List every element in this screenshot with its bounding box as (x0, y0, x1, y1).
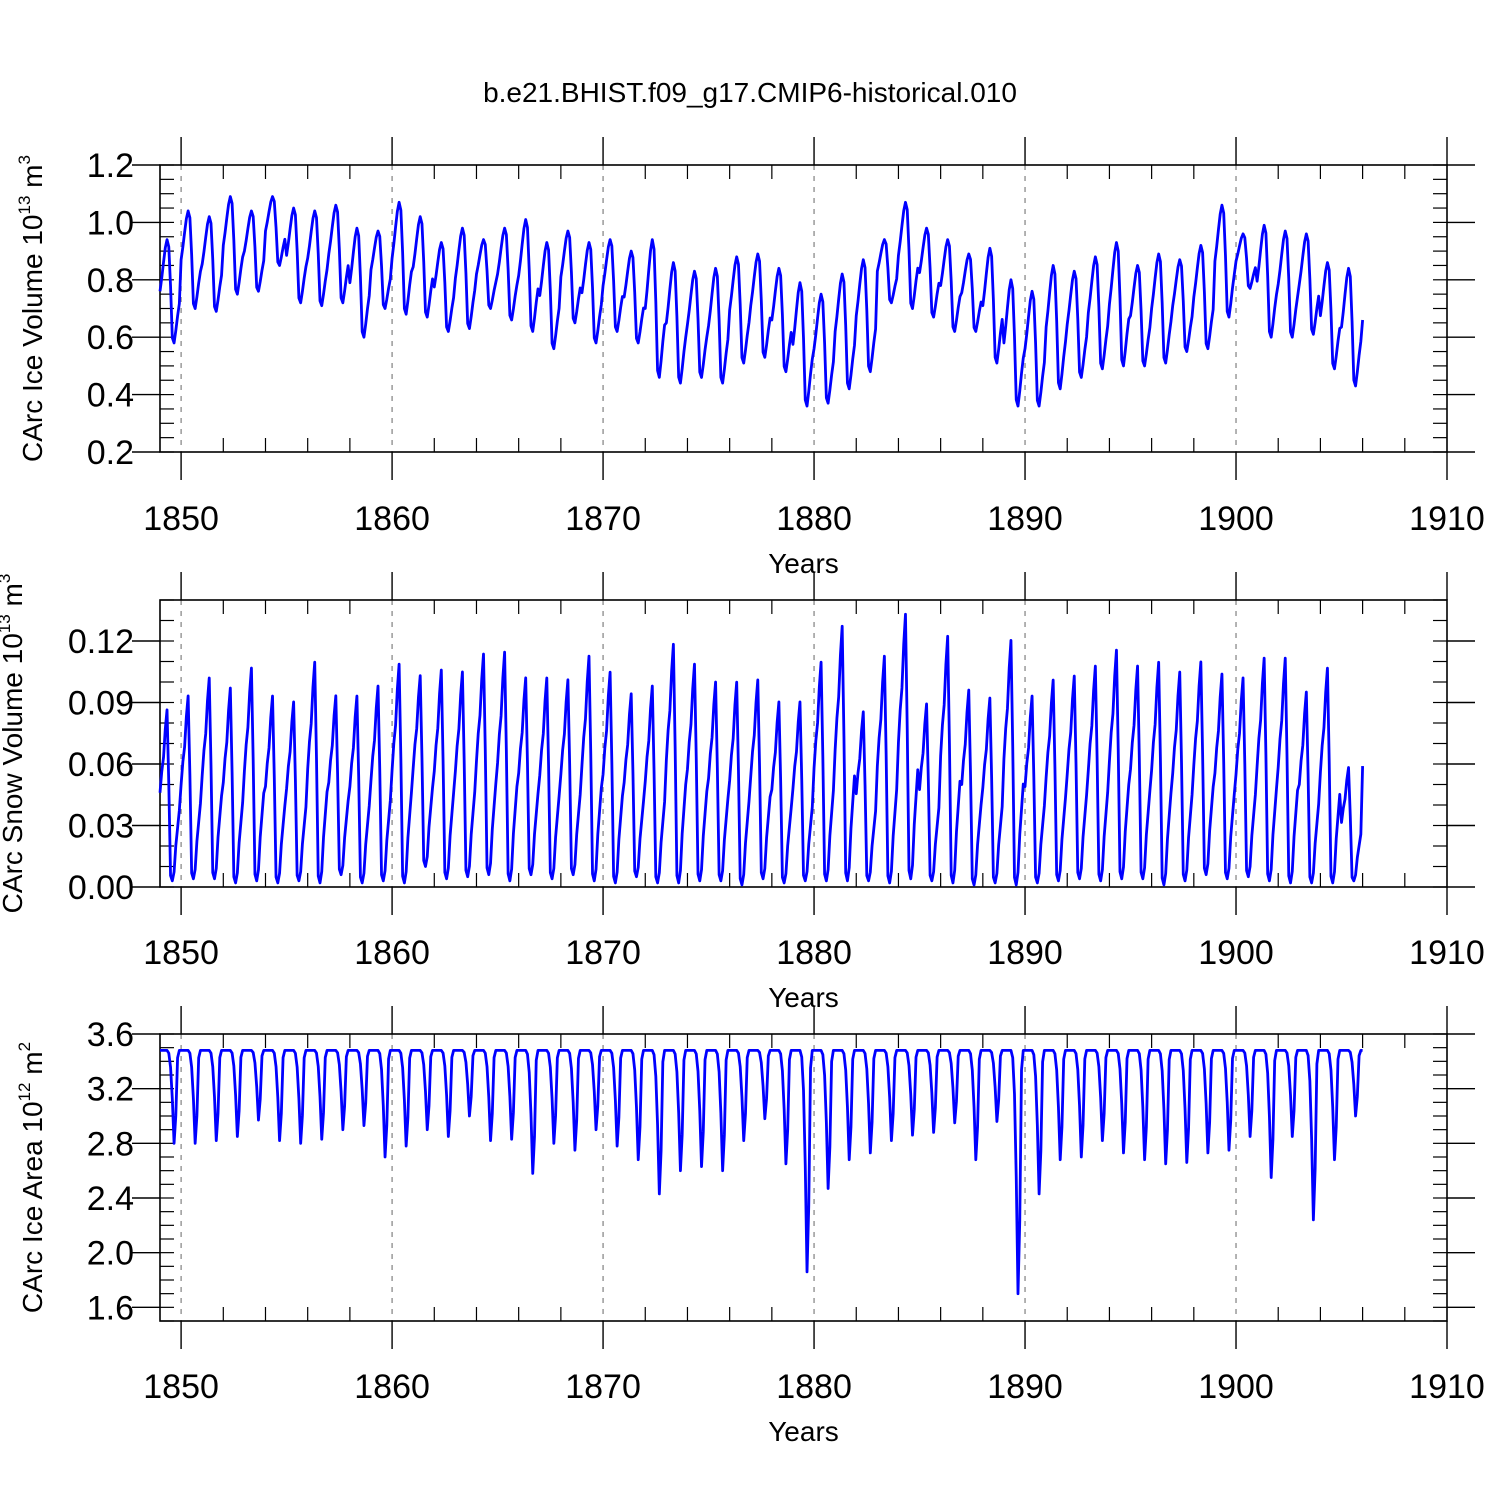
ice-area-plot-frame (159, 1033, 1448, 1322)
snow-volume-ytick-label: 0.12 (68, 623, 134, 661)
ice-area-xtick-label: 1890 (987, 1368, 1063, 1406)
ice-volume-xlabel: Years (768, 548, 839, 579)
ice-volume-xtick-label: 1860 (354, 500, 430, 538)
snow-volume-series-line (158, 612, 1365, 887)
ice-volume-ytick-label: 1.0 (87, 204, 134, 242)
snow-volume-xtick-label: 1860 (354, 934, 430, 972)
ice-area-ylabel-space (5, 1075, 36, 1083)
snow-volume-ylabel-unit: m (0, 583, 28, 606)
ice-area-ylabel-space (17, 1133, 48, 1141)
ice-area-series-line (160, 1049, 1363, 1296)
ice-area-xtick-label: 1880 (776, 1368, 852, 1406)
ice-area-ytick-label: 2.4 (87, 1180, 134, 1218)
snow-volume-ytick-label: 0.00 (68, 869, 134, 907)
figure-title: b.e21.BHIST.f09_g17.CMIP6-historical.010 (483, 77, 1017, 108)
ice-area-panel: 1.6 2.0 2.4 2.8 3.2 3.6 1850 1860 1870 1880 1890 19… (5, 1006, 1485, 1447)
ice-volume-ylabel-unit: m (17, 164, 48, 187)
ice-area-xlabel: Years (768, 1416, 839, 1447)
ice-area-ylabel-scale: 10 (17, 1101, 48, 1132)
ice-area-ylabel: CArc Ice Area 1012 m2 (5, 1042, 48, 1313)
snow-volume-ytick-label: 0.09 (68, 685, 134, 723)
ice-volume-ytick-label: 0.4 (87, 377, 134, 415)
ice-volume-panel: 0.2 0.4 0.6 0.8 1.0 1.2 1850 1860 1870 1880 1890 19… (5, 137, 1485, 579)
ice-area-xtick-label: 1860 (354, 1368, 430, 1406)
snow-volume-xtick-label: 1850 (143, 934, 219, 972)
ice-volume-ylabel-scale: 10 (17, 215, 48, 246)
ice-volume-ytick-label: 1.2 (87, 147, 134, 185)
ice-area-ytick-label: 2.8 (87, 1125, 134, 1163)
ice-volume-ylabel: CArc Ice Volume 1013 m3 (5, 155, 48, 462)
ice-area-xtick-label: 1870 (565, 1368, 641, 1406)
ice-area-ylabel-scale-exp: 12 (15, 1082, 34, 1101)
ice-volume-xtick-label: 1850 (143, 500, 219, 538)
snow-volume-xlabel: Years (768, 982, 839, 1013)
snow-volume-ylabel-space (0, 664, 28, 672)
ice-volume-series-line (158, 195, 1365, 408)
ice-area-ytick-label: 1.6 (87, 1289, 134, 1327)
snow-volume-ylabel-scale-exp: 13 (0, 614, 14, 633)
snow-volume-xtick-label: 1910 (1409, 934, 1485, 972)
ice-area-xtick-label: 1900 (1198, 1368, 1274, 1406)
ice-volume-xtick-label: 1870 (565, 500, 641, 538)
snow-volume-ytick-label: 0.06 (68, 746, 134, 784)
ice-area-ytick-label: 2.0 (87, 1235, 134, 1273)
ice-volume-xtick-label: 1900 (1198, 500, 1274, 538)
snow-volume-xtick-label: 1880 (776, 934, 852, 972)
ice-volume-ytick-label: 0.2 (87, 434, 134, 472)
snow-volume-xtick-label: 1890 (987, 934, 1063, 972)
snow-volume-ytick-label: 0.03 (68, 808, 134, 846)
ice-area-ylabel-unit: m (17, 1051, 48, 1074)
snow-volume-ylabel-scale: 10 (0, 633, 28, 664)
snow-volume-panel: 0.00 0.03 0.06 0.09 0.12 1850 1860 1870 1880 1890… (0, 572, 1485, 1013)
snow-volume-xtick-label: 1900 (1198, 934, 1274, 972)
ice-volume-ylabel-scale-exp: 13 (15, 196, 34, 215)
ice-volume-ylabel-unit-exp: 3 (15, 155, 34, 164)
snow-volume-ylabel: CArc Snow Volume 1013 m3 (0, 574, 28, 914)
snow-volume-ylabel-unit-exp: 3 (0, 574, 14, 583)
ice-area-ytick-label: 3.2 (87, 1071, 134, 1109)
snow-volume-ylabel: CArc Snow Volume (0, 672, 28, 913)
ice-area-ylabel: CArc Ice Area (17, 1140, 48, 1313)
ice-area-xtick-label: 1910 (1409, 1368, 1485, 1406)
ice-volume-xtick-label: 1910 (1409, 500, 1485, 538)
ice-area-xtick-label: 1850 (143, 1368, 219, 1406)
ice-area-ytick-label: 3.6 (87, 1016, 134, 1054)
ice-volume-xtick-label: 1880 (776, 500, 852, 538)
ice-volume-xtick-label: 1890 (987, 500, 1063, 538)
snow-volume-ylabel-space (0, 606, 16, 614)
ice-volume-ylabel: CArc Ice Volume (17, 253, 48, 462)
ice-area-ylabel-unit-exp: 2 (15, 1042, 34, 1051)
ice-volume-ytick-label: 0.8 (87, 262, 134, 300)
snow-volume-xtick-label: 1870 (565, 934, 641, 972)
ice-volume-ytick-label: 0.6 (87, 319, 134, 357)
ice-volume-ylabel-space (5, 188, 36, 196)
ice-volume-ylabel-space (17, 246, 48, 254)
